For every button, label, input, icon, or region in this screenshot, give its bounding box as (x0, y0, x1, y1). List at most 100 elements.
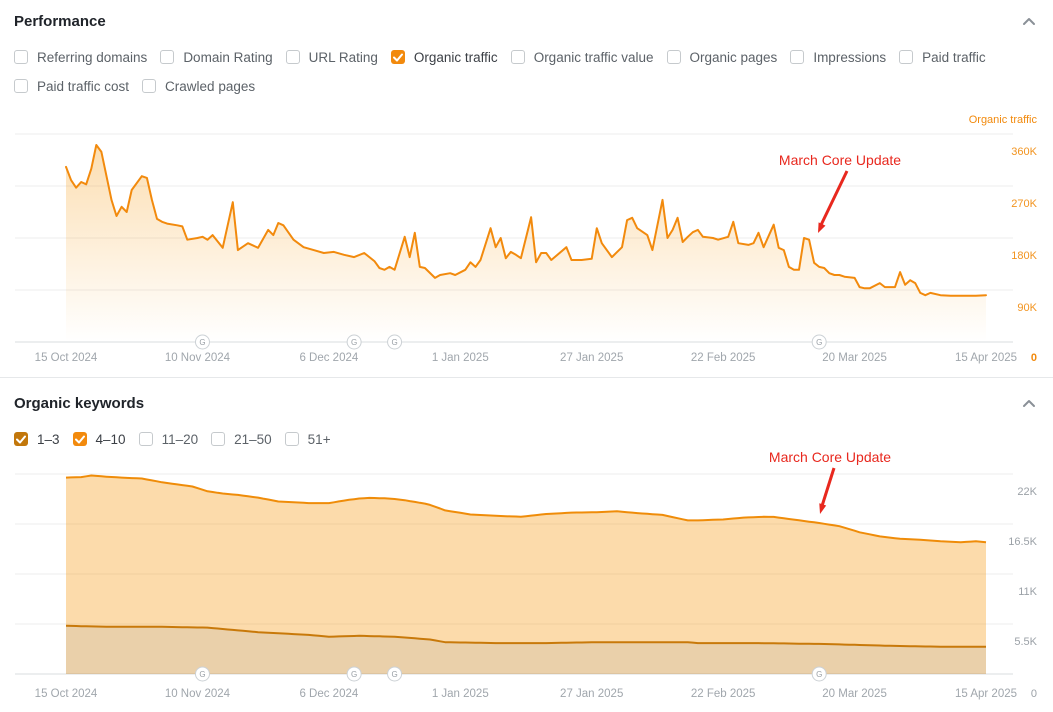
google-update-icon[interactable]: G (194, 334, 210, 350)
google-update-icon[interactable]: G (387, 334, 403, 350)
checkbox-box (14, 79, 28, 93)
chevron-up-icon[interactable] (1022, 17, 1036, 26)
x-axis-tick-label: 27 Jan 2025 (560, 352, 623, 364)
checkbox-1-3[interactable]: 1–3 (14, 429, 60, 449)
y-axis-tick-label: 22K (1017, 486, 1037, 498)
positions-4-10-line (65, 474, 987, 544)
x-axis-tick-label: 22 Feb 2025 (691, 352, 756, 364)
svg-text:G: G (199, 338, 205, 347)
x-axis-tick-label: 1 Jan 2025 (432, 688, 489, 700)
svg-text:G: G (391, 338, 397, 347)
y-axis-tick-label: 360K (1011, 146, 1037, 158)
y-axis-tick-label: 11K (1018, 586, 1037, 598)
checkbox-box (666, 50, 681, 64)
annotation-arrow (820, 467, 836, 507)
checkbox-label: URL Rating (308, 49, 378, 65)
y-axis-zero-label: 0 (1031, 688, 1037, 700)
x-axis-tick-label: 15 Oct 2024 (35, 352, 98, 364)
checkbox-impressions[interactable]: Impressions (790, 47, 886, 67)
positions-1-3-area (66, 625, 986, 674)
checkbox-box (790, 50, 805, 64)
x-axis-tick-label: 10 Nov 2024 (165, 352, 231, 364)
right-axis-title: Organic traffic (969, 114, 1038, 126)
performance-panel-title: Performance (14, 13, 106, 30)
y-axis-tick-label: 5.5K (1014, 636, 1037, 648)
checkbox-51[interactable]: 51+ (284, 429, 331, 449)
checkbox-crawled-pages[interactable]: Crawled pages (142, 76, 255, 96)
checkbox-paid-traffic[interactable]: Paid traffic (899, 47, 986, 67)
x-axis-tick-label: 6 Dec 2024 (299, 688, 358, 700)
y-axis-tick-label: 180K (1011, 250, 1037, 262)
svg-text:G: G (391, 670, 397, 679)
checked-checkbox-icon (390, 50, 405, 64)
checkbox-box (138, 432, 153, 446)
organic-traffic-chart[interactable]: 360K 270K 180K 90K 0 15 Oct 2024 10 Nov 2024 6 … (0, 108, 1053, 372)
checkbox-organic-traffic[interactable]: Organic traffic (390, 47, 498, 67)
x-axis-tick-label: 10 Nov 2024 (165, 688, 231, 700)
keyword-position-checkboxes: 1–3 4–10 11–20 21–50 51+ (14, 429, 1028, 449)
checkbox-label: Organic traffic (413, 49, 498, 65)
annotation-arrow (819, 170, 849, 226)
google-update-icon[interactable]: G (811, 334, 827, 350)
checkbox-label: Paid traffic (922, 49, 986, 65)
checkbox-box (14, 50, 28, 64)
annotation-text: March Core Update (779, 152, 901, 168)
checkbox-11-20[interactable]: 11–20 (138, 429, 198, 449)
checkbox-referring-domains[interactable]: Referring domains (14, 47, 147, 67)
checkbox-organic-pages[interactable]: Organic pages (666, 47, 778, 67)
x-axis-tick-label: 20 Mar 2025 (822, 688, 887, 700)
x-axis-tick-label: 27 Jan 2025 (560, 688, 623, 700)
checkbox-label: 1–3 (37, 431, 60, 447)
annotation-arrowhead (818, 222, 826, 233)
svg-text:G: G (816, 338, 822, 347)
checkbox-label: Organic pages (689, 49, 778, 65)
google-update-icon[interactable]: G (194, 666, 210, 682)
google-update-icon[interactable]: G (387, 666, 403, 682)
google-update-icon[interactable]: G (346, 334, 362, 350)
checkbox-box (510, 50, 525, 64)
svg-text:G: G (199, 670, 205, 679)
checkbox-organic-traffic-value[interactable]: Organic traffic value (510, 47, 654, 67)
checkbox-label: Domain Rating (183, 49, 273, 65)
annotation-text: March Core Update (769, 450, 891, 465)
performance-metric-checkboxes: Referring domains Domain Rating URL Rating… (14, 47, 1028, 96)
positions-1-3-line (65, 624, 986, 648)
x-axis-tick-label: 22 Feb 2025 (691, 688, 756, 700)
positions-4-10-area (66, 475, 986, 647)
checkbox-label: Organic traffic value (533, 49, 654, 65)
checkbox-paid-traffic-cost[interactable]: Paid traffic cost (14, 76, 129, 96)
checked-checkbox-icon (14, 432, 28, 446)
checkbox-domain-rating[interactable]: Domain Rating (160, 47, 273, 67)
checkbox-label: 51+ (307, 431, 331, 447)
chevron-up-icon[interactable] (1022, 399, 1036, 408)
x-axis-tick-label: 15 Apr 2025 (955, 352, 1017, 364)
google-update-icon[interactable]: G (811, 666, 827, 682)
checkbox-url-rating[interactable]: URL Rating (285, 47, 378, 67)
x-axis-tick-label: 1 Jan 2025 (432, 352, 489, 364)
y-axis-tick-label: 90K (1017, 302, 1037, 314)
annotation-arrowhead (819, 503, 827, 514)
checkbox-label: 21–50 (234, 431, 272, 447)
checkbox-box (899, 50, 914, 64)
google-update-icon[interactable]: G (346, 666, 362, 682)
checked-checkbox-icon (72, 432, 87, 446)
checkbox-label: Impressions (813, 49, 887, 65)
checkbox-label: Paid traffic cost (37, 78, 130, 94)
x-axis-tick-label: 15 Apr 2025 (955, 688, 1017, 700)
checkbox-box (285, 50, 300, 64)
checkbox-label: Crawled pages (165, 78, 256, 94)
organic-keywords-chart[interactable]: 22K 16.5K 11K 5.5K 0 15 Oct 2024 10 Nov 2024 6 … (0, 450, 1053, 712)
checkbox-box (284, 432, 299, 446)
checkbox-4-10[interactable]: 4–10 (72, 429, 126, 449)
checkbox-box (142, 79, 157, 93)
organic-traffic-line (65, 144, 987, 297)
y-axis-zero-label: 0 (1031, 352, 1037, 364)
organic-keywords-panel-title: Organic keywords (14, 395, 145, 412)
panel-divider (0, 377, 1053, 378)
x-axis-tick-label: 15 Oct 2024 (35, 688, 98, 700)
checkbox-label: 4–10 (95, 431, 126, 447)
organic-traffic-area (66, 145, 986, 342)
checkbox-21-50[interactable]: 21–50 (211, 429, 272, 449)
svg-text:G: G (351, 670, 357, 679)
